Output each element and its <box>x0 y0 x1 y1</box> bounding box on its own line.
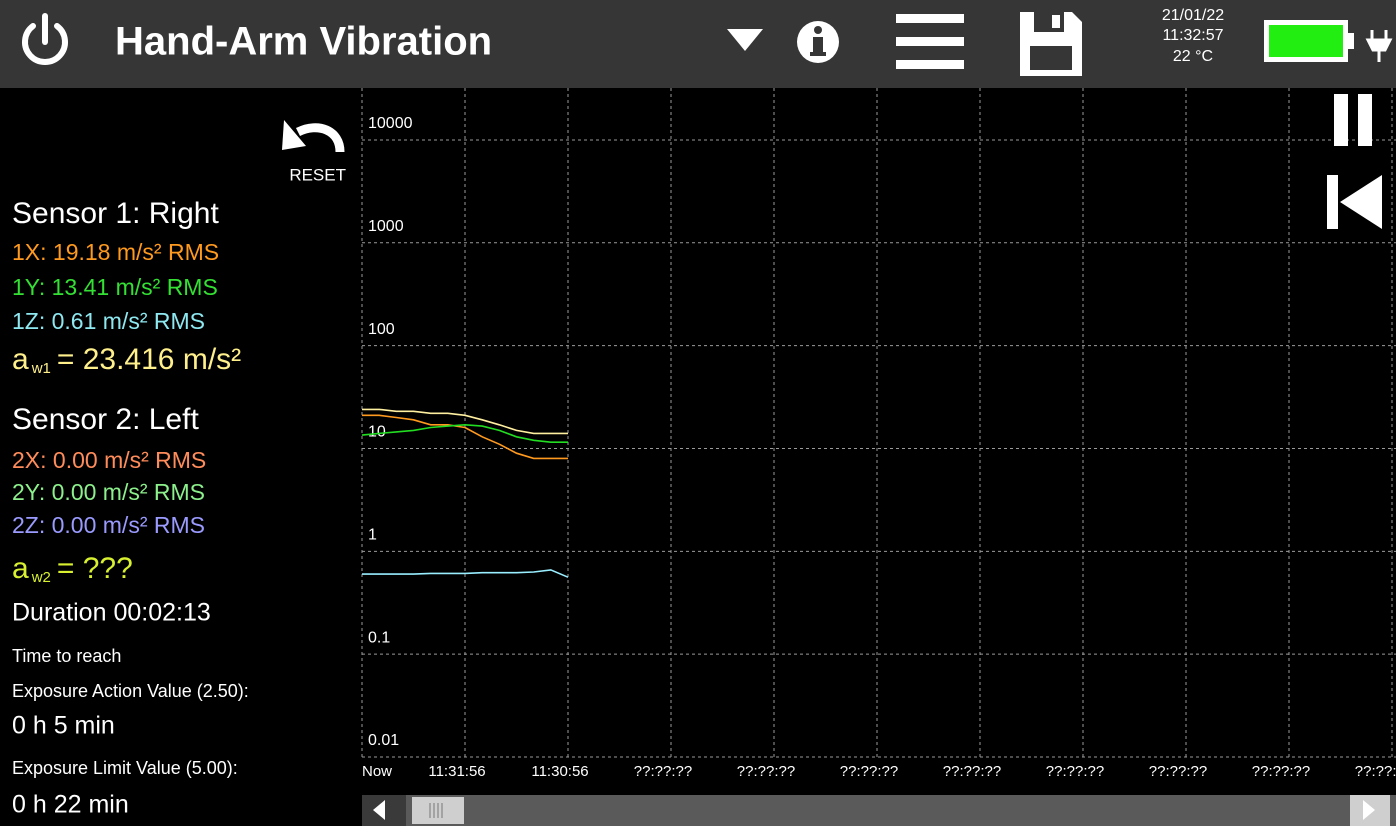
app-title: Hand-Arm Vibration <box>115 20 492 64</box>
pause-button[interactable] <box>1334 94 1372 146</box>
sensor-title: Sensor 1: Right <box>12 197 219 230</box>
header-bar <box>0 0 1396 88</box>
data-line <box>362 414 568 460</box>
subscript: w1 <box>31 360 51 377</box>
y-tick-label: 1000 <box>368 218 404 235</box>
save-button[interactable] <box>1020 12 1082 76</box>
label: Time to reach <box>12 646 121 666</box>
subscript: w2 <box>31 569 51 586</box>
label: Exposure Action Value (2.50): <box>12 681 249 701</box>
x-tick-label: ??:??:?? <box>1355 763 1396 780</box>
reset-button[interactable] <box>282 120 345 153</box>
symbol: a <box>12 552 29 585</box>
data-line <box>362 408 568 435</box>
y-tick-label: 10000 <box>368 115 413 132</box>
time: 11:32:57 <box>1162 27 1223 44</box>
sensor-reading: 2X: 0.00 m/s² RMS <box>12 447 206 473</box>
eav-time: 0 h 5 min <box>12 712 115 740</box>
dropdown-button[interactable] <box>727 29 763 51</box>
y-tick-label: 1 <box>368 527 377 544</box>
vibration-total: a w1 = 23.416 m/s² <box>12 343 241 377</box>
chart: 0.01 0.1 1 10 100 1000 10000 Now 11:31:56 11:30:5… <box>361 88 1396 780</box>
x-tick-label: ??:??:?? <box>634 763 692 780</box>
x-tick-label: 11:31:56 <box>428 763 485 780</box>
symbol: a <box>12 343 29 376</box>
data-line <box>362 569 569 578</box>
x-tick-label: ??:??:?? <box>1046 763 1104 780</box>
x-tick-label: 11:30:56 <box>531 763 588 780</box>
y-tick-label: 0.1 <box>368 629 390 646</box>
sensor-reading: 1Y: 13.41 m/s² RMS <box>12 274 218 300</box>
x-tick-label: ??:??:?? <box>1149 763 1207 780</box>
sensor-reading: 2Z: 0.00 m/s² RMS <box>12 512 205 538</box>
value: = ??? <box>57 552 133 585</box>
sensor-reading: 1Z: 0.61 m/s² RMS <box>12 308 205 334</box>
reset-label[interactable]: RESET <box>289 165 346 184</box>
sensor-title: Sensor 2: Left <box>12 403 199 436</box>
vibration-total: a w2 = ??? <box>12 552 133 586</box>
rewind-button[interactable] <box>1327 175 1382 229</box>
x-tick-label: ??:??:?? <box>943 763 1001 780</box>
x-tick-label: ??:??:?? <box>840 763 898 780</box>
x-tick-label: Now <box>362 763 392 780</box>
y-tick-label: 10 <box>368 424 386 441</box>
y-tick-label: 100 <box>368 321 395 338</box>
duration: Duration 00:02:13 <box>12 599 211 627</box>
y-tick-label: 0.01 <box>368 732 399 749</box>
x-tick-label: ??:??:?? <box>1252 763 1310 780</box>
label: Exposure Limit Value (5.00): <box>12 758 238 778</box>
elv-time: 0 h 22 min <box>12 791 129 819</box>
info-button[interactable] <box>797 21 839 63</box>
power-button[interactable] <box>22 13 68 65</box>
data-line <box>361 423 568 443</box>
temperature: 22 °C <box>1173 48 1213 65</box>
value: = 23.416 m/s² <box>57 343 241 376</box>
sensor-reading: 1X: 19.18 m/s² RMS <box>12 239 219 265</box>
date: 21/01/22 <box>1162 7 1224 24</box>
sensor-reading: 2Y: 0.00 m/s² RMS <box>12 479 205 505</box>
battery-indicator <box>1264 20 1393 62</box>
scrollbar[interactable] <box>362 795 1396 826</box>
x-tick-label: ??:??:?? <box>737 763 795 780</box>
menu-button[interactable] <box>896 14 964 69</box>
